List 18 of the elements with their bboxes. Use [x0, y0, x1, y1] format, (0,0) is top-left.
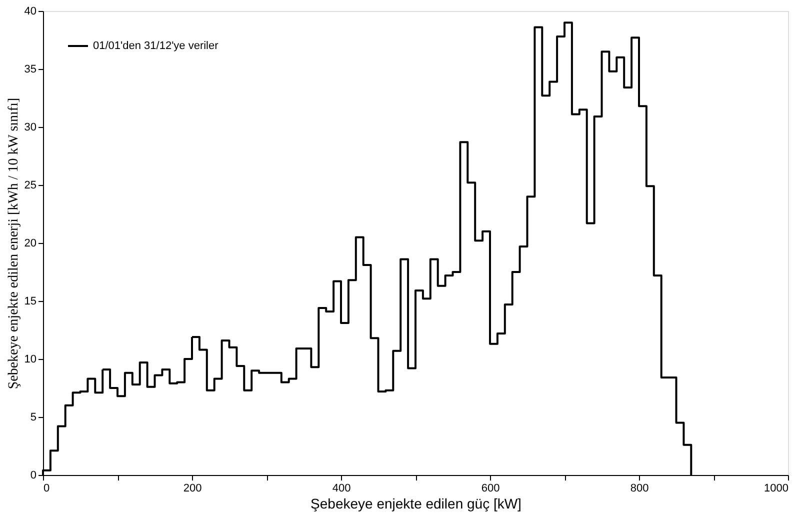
- x-tick-label: 0: [44, 482, 50, 494]
- y-tick-label: 10: [24, 354, 36, 366]
- x-tick-label: 800: [630, 482, 649, 494]
- y-tick-label: 30: [24, 122, 36, 134]
- x-tick-label: 600: [481, 482, 500, 494]
- y-tick-label: 35: [24, 64, 36, 76]
- y-tick-label: 25: [24, 180, 36, 192]
- y-axis-title: Şebekeye enjekte edilen enerji [kWh / 10 kW sınıfı]: [6, 98, 22, 390]
- y-tick-label: 5: [30, 412, 36, 424]
- y-tick-label: 40: [24, 6, 36, 18]
- x-tick-label: 400: [332, 482, 351, 494]
- y-tick-label: 15: [24, 296, 36, 308]
- x-axis-title: Şebekeye enjekte edilen güç [kW]: [310, 496, 522, 512]
- x-tick-label: 1000: [764, 482, 788, 494]
- y-tick-label: 20: [24, 238, 36, 250]
- x-tick-label: 200: [183, 482, 202, 494]
- y-tick-label: 0: [30, 470, 36, 482]
- legend-label: 01/01'den 31/12'ye veriler: [93, 40, 219, 52]
